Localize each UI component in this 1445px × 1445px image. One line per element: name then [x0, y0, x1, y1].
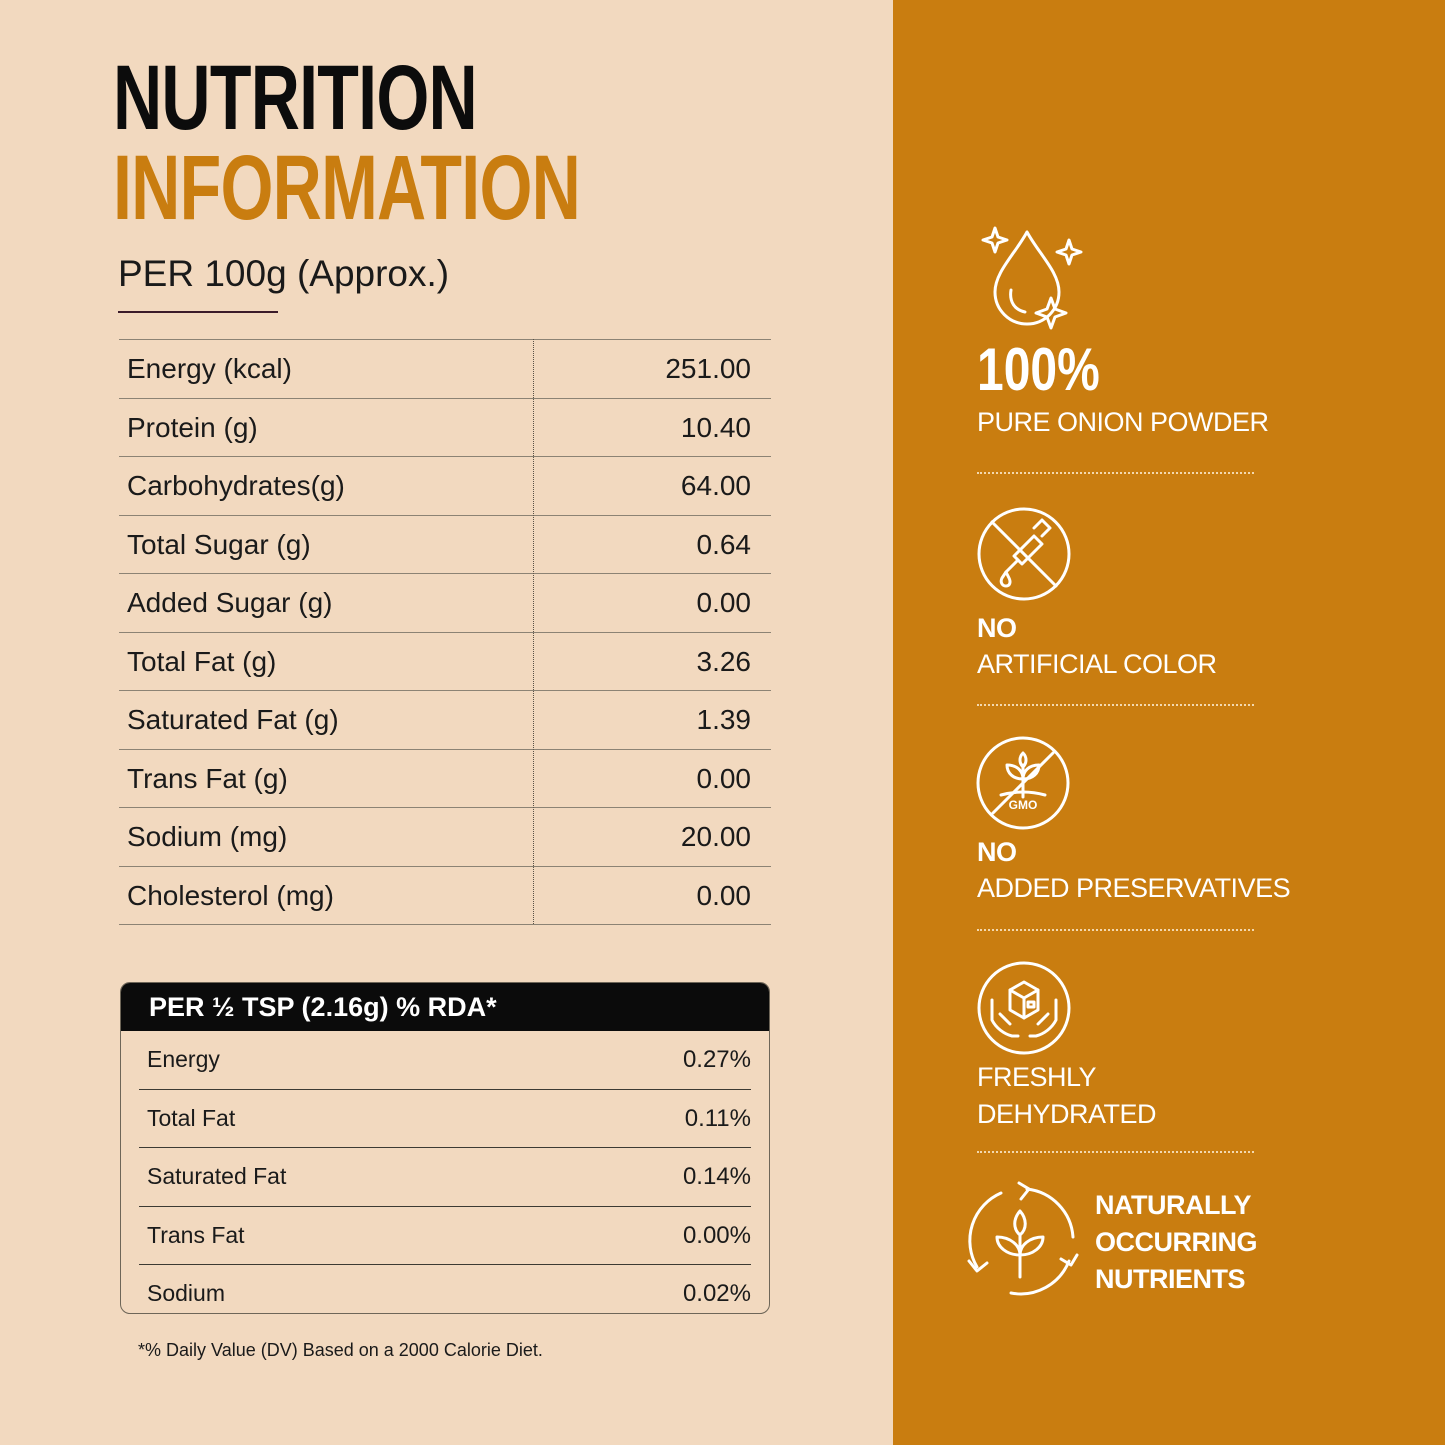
hands-box-icon — [977, 961, 1071, 1055]
row-value: 1.39 — [696, 704, 752, 735]
row-value: 0.27% — [682, 1046, 751, 1073]
table-row: Added Sugar (g) 0.00 — [119, 574, 771, 633]
title-line-2: INFORMATION — [113, 137, 581, 239]
row-label: Energy (kcal) — [127, 353, 292, 384]
row-label: Sodium — [147, 1280, 225, 1306]
nutrition-table: Energy (kcal) 251.00 Protein (g) 10.40 Car… — [119, 339, 771, 925]
title-line-1: NUTRITION — [113, 47, 478, 149]
table-row: Total Fat 0.11% — [139, 1090, 751, 1148]
row-value: 64.00 — [680, 470, 751, 501]
row-value: 0.00 — [696, 879, 752, 911]
row-label: Saturated Fat (g) — [127, 704, 339, 735]
table-row: Energy (kcal) 251.00 — [119, 340, 771, 399]
pure-onion-powder-label: PURE ONION POWDER — [977, 407, 1269, 437]
row-value: 0.00 — [696, 762, 752, 794]
row-label: Carbohydrates(g) — [127, 470, 345, 501]
row-value: 0.00% — [682, 1221, 751, 1249]
rda-table: PER ½ TSP (2.16g) % RDA* Energy 0.27% Tot… — [120, 982, 770, 1314]
rda-heading: PER ½ TSP (2.16g) % RDA* — [121, 983, 769, 1031]
footnote: *% Daily Value (DV) Based on a 2000 Calo… — [138, 1340, 543, 1360]
occurring-label: OCCURRING — [1095, 1227, 1258, 1257]
table-row: Sodium 0.02% — [139, 1265, 751, 1313]
row-label: Sodium (mg) — [127, 821, 288, 852]
row-label: Protein (g) — [127, 411, 258, 443]
row-value: 20.00 — [680, 821, 751, 852]
row-value: 0.11% — [684, 1104, 751, 1132]
table-row: Total Fat (g) 3.26 — [119, 633, 771, 691]
pure-percentage: 100% — [977, 336, 1100, 403]
row-value: 10.40 — [680, 411, 751, 443]
table-row: Energy 0.27% — [139, 1031, 751, 1090]
row-label: Added Sugar (g) — [127, 587, 333, 618]
no-label: NO — [977, 837, 1017, 867]
no-label: NO — [977, 613, 1017, 643]
row-value: 0.64 — [696, 528, 752, 560]
feature-separator — [977, 472, 1254, 474]
added-preservatives-label: ADDED PRESERVATIVES — [977, 873, 1291, 903]
row-label: Cholesterol (mg) — [127, 879, 334, 911]
table-row: Total Sugar (g) 0.64 — [119, 516, 771, 574]
recycle-plant-icon — [967, 1181, 1079, 1296]
table-row: Protein (g) 10.40 — [119, 399, 771, 457]
row-label: Saturated Fat — [147, 1163, 287, 1189]
row-label: Total Fat — [147, 1104, 236, 1131]
freshly-label: FRESHLY — [977, 1062, 1097, 1092]
sparkling-drop-icon — [981, 226, 1083, 330]
no-gmo-icon: GMO — [976, 736, 1070, 830]
naturally-label: NATURALLY — [1095, 1190, 1252, 1220]
row-label: Total Fat (g) — [127, 645, 277, 677]
table-row: Saturated Fat (g) 1.39 — [119, 691, 771, 750]
row-value: 0.14% — [682, 1163, 751, 1190]
row-label: Trans Fat — [147, 1221, 245, 1248]
nutrition-panel — [0, 0, 893, 1445]
table-row: Sodium (mg) 20.00 — [119, 808, 771, 867]
dehydrated-label: DEHYDRATED — [977, 1099, 1157, 1129]
table-row: Trans Fat (g) 0.00 — [119, 750, 771, 808]
table-row: Trans Fat 0.00% — [139, 1207, 751, 1265]
row-label: Trans Fat (g) — [127, 762, 288, 794]
row-label: Total Sugar (g) — [127, 528, 311, 560]
table-row: Carbohydrates(g) 64.00 — [119, 457, 771, 516]
feature-separator — [977, 929, 1254, 931]
table-row: Saturated Fat 0.14% — [139, 1148, 751, 1207]
table-row: Cholesterol (mg) 0.00 — [119, 867, 771, 925]
row-value: 3.26 — [696, 645, 752, 677]
nutrients-label: NUTRIENTS — [1095, 1264, 1246, 1294]
table-column-divider — [533, 339, 534, 924]
row-label: Energy — [147, 1046, 220, 1072]
row-value: 0.02% — [682, 1280, 751, 1307]
svg-text:GMO: GMO — [1009, 798, 1038, 812]
feature-separator — [977, 1151, 1254, 1153]
per-100g-subtitle: PER 100g (Approx.) — [118, 253, 450, 294]
row-value: 0.00 — [696, 587, 752, 618]
feature-separator — [977, 704, 1254, 706]
artificial-color-label: ARTIFICIAL COLOR — [977, 649, 1217, 679]
row-value: 251.00 — [665, 353, 751, 384]
no-dropper-icon — [977, 507, 1071, 601]
subtitle-underline — [118, 311, 278, 313]
